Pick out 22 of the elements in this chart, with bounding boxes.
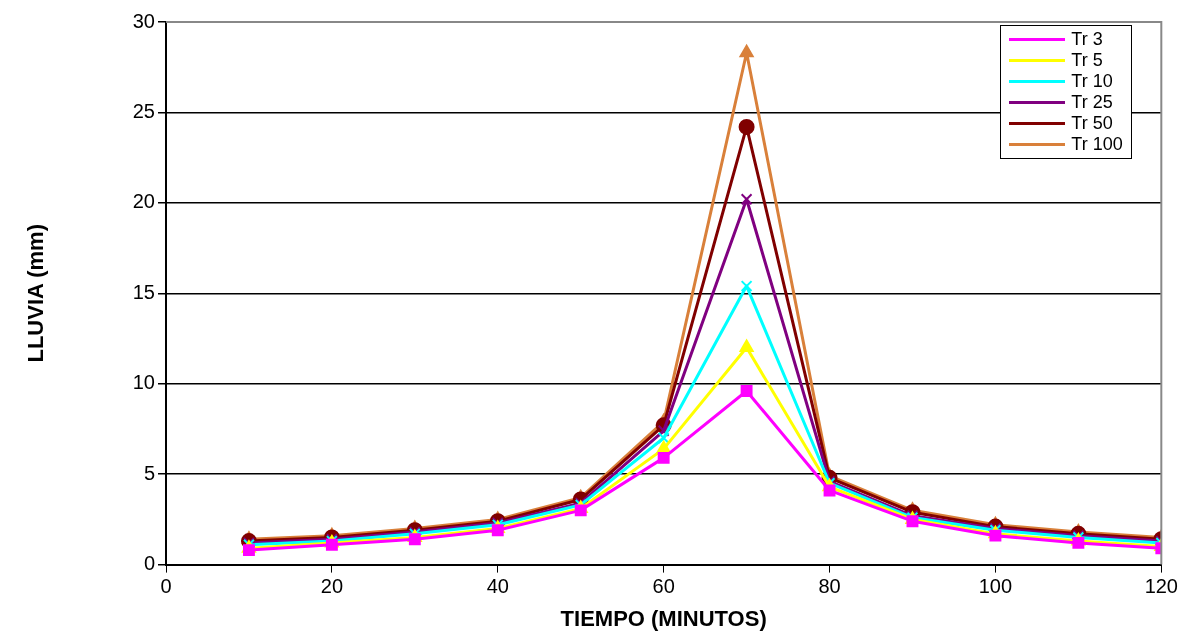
x-tick-label: 20 <box>320 575 344 598</box>
x-tick-label: 100 <box>978 575 1013 598</box>
x-tick-label: 80 <box>818 575 841 598</box>
y-tick-label: 0 <box>143 552 155 575</box>
y-tick-label: 20 <box>132 190 155 213</box>
x-tick-label: 60 <box>652 575 675 598</box>
y-tick-label: 15 <box>132 280 155 303</box>
x-tick-label: 0 <box>160 575 172 598</box>
y-tick-label: 30 <box>132 9 155 32</box>
x-tick-label: 40 <box>486 575 509 598</box>
legend-label: Tr 10 <box>1071 71 1113 92</box>
legend-label: Tr 3 <box>1071 29 1103 50</box>
y-tick-label: 10 <box>132 371 155 394</box>
legend-label: Tr 100 <box>1071 134 1123 155</box>
x-axis-title: TIEMPO (MINUTOS) <box>560 605 767 631</box>
x-tick-label: 120 <box>1144 575 1178 598</box>
legend-label: Tr 25 <box>1071 92 1113 113</box>
y-tick-label: 25 <box>132 99 155 122</box>
y-tick-label: 5 <box>143 461 155 484</box>
y-axis-title: LLUVIA (mm) <box>23 224 49 363</box>
legend-label: Tr 50 <box>1071 113 1113 134</box>
legend-label: Tr 5 <box>1071 50 1103 71</box>
